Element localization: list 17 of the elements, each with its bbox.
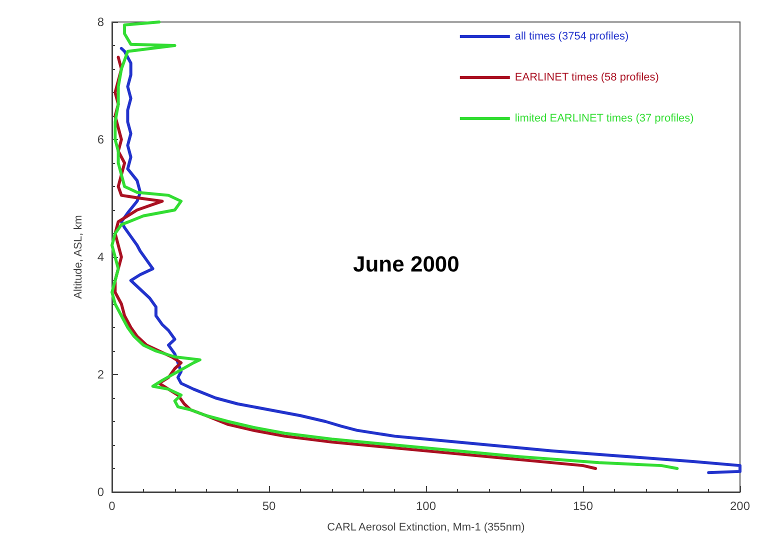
x-tick-label: 200 <box>730 499 750 513</box>
x-tick-label: 0 <box>108 499 116 513</box>
x-tick-label: 150 <box>572 499 594 513</box>
y-axis-title: Altitude, ASL, km <box>72 215 84 299</box>
y-tick-label: 0 <box>97 485 104 499</box>
x-tick-label: 50 <box>262 499 276 513</box>
legend-label: EARLINET times (58 profiles) <box>514 72 659 84</box>
y-tick-label: 2 <box>97 368 104 382</box>
x-tick-label: 100 <box>416 499 436 513</box>
legend-label: all times (3754 profiles) <box>514 30 629 42</box>
legend-label: limited EARLINET times (37 profiles) <box>514 112 694 124</box>
annotation: June 2000 <box>353 252 460 276</box>
y-tick-label: 8 <box>97 15 104 29</box>
line-series <box>120 46 742 474</box>
y-tick-label: 6 <box>97 132 104 146</box>
y-tick-label: 4 <box>97 250 104 264</box>
x-axis-title: CARL Aerosol Extinction, Mm-1 (355nm) <box>327 522 525 534</box>
